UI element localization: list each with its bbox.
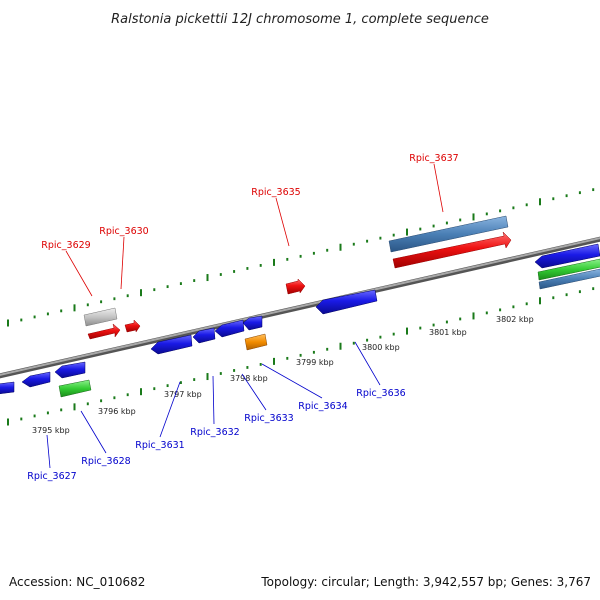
gene-rpic-3627[interactable] <box>21 371 51 388</box>
gene-rpic-3636[interactable] <box>315 289 378 315</box>
gene-green[interactable] <box>537 258 600 281</box>
tick-label: 3799 kbp <box>296 358 334 367</box>
gene-blue[interactable] <box>0 381 15 395</box>
leader-lines <box>46 163 444 469</box>
leader-line <box>46 434 51 469</box>
leader-line <box>275 197 290 247</box>
map-title: Ralstonia pickettii 12J chromosome 1, co… <box>111 12 489 27</box>
gene-rpic-3629[interactable] <box>87 323 121 340</box>
leader-line <box>433 163 444 213</box>
gene-rpic-3637[interactable] <box>392 231 512 269</box>
forward-genes <box>83 215 512 340</box>
reverse-genes <box>0 243 600 398</box>
gene-label-rpic-3632[interactable]: Rpic_3632 <box>190 427 239 438</box>
gene-label-rpic-3628[interactable]: Rpic_3628 <box>81 456 130 467</box>
gene-rpic-3631[interactable] <box>150 334 193 355</box>
tick-labels: 3795 kbp 3796 kbp 3797 kbp 3798 kbp 3799… <box>32 315 534 435</box>
gene-label-rpic-3637[interactable]: Rpic_3637 <box>409 153 458 164</box>
gene-steel[interactable] <box>538 268 600 290</box>
leader-line <box>159 381 181 438</box>
tick-label: 3795 kbp <box>32 426 70 435</box>
gene-rpic-3628[interactable] <box>58 379 92 398</box>
leader-line <box>120 236 125 290</box>
gene-rpic-3633[interactable] <box>214 319 245 338</box>
gene-label-rpic-3633[interactable]: Rpic_3633 <box>244 413 293 424</box>
leader-line <box>261 363 323 399</box>
chromosome-backbone-highlight <box>0 237 600 376</box>
tick-label: 3800 kbp <box>362 343 400 352</box>
gene-rpic-3635[interactable] <box>285 278 306 295</box>
gene-label-rpic-3635[interactable]: Rpic_3635 <box>251 187 300 198</box>
gene-label-rpic-3631[interactable]: Rpic_3631 <box>135 440 184 451</box>
gene-rpic-3637-steel[interactable] <box>388 215 509 253</box>
gene-blue[interactable] <box>54 361 86 379</box>
gene-grey[interactable] <box>83 307 118 327</box>
tick-label: 3798 kbp <box>230 374 268 383</box>
gene-rpic-3634[interactable] <box>244 333 268 351</box>
leader-line <box>241 373 267 411</box>
gene-label-rpic-3636[interactable]: Rpic_3636 <box>356 388 405 399</box>
gene-label-rpic-3629[interactable]: Rpic_3629 <box>41 240 90 251</box>
tick-label: 3801 kbp <box>429 328 467 337</box>
gene-blue[interactable] <box>242 315 263 331</box>
leader-line <box>354 341 381 386</box>
leader-line <box>65 250 93 297</box>
gene-label-rpic-3630[interactable]: Rpic_3630 <box>99 226 148 237</box>
gene-rpic-3630[interactable] <box>124 319 141 333</box>
summary-label: Topology: circular; Length: 3,942,557 bp… <box>260 575 591 589</box>
tick-label: 3797 kbp <box>164 390 202 399</box>
forward-tick-row <box>7 188 595 327</box>
accession-label: Accession: NC_010682 <box>9 575 145 589</box>
gene-blue[interactable] <box>534 243 600 269</box>
leader-line <box>212 375 215 425</box>
tick-label: 3796 kbp <box>98 407 136 416</box>
gene-label-rpic-3627[interactable]: Rpic_3627 <box>27 471 76 482</box>
reverse-tick-row <box>7 287 595 426</box>
tick-label: 3802 kbp <box>496 315 534 324</box>
gene-labels: Rpic_3629 Rpic_3630 Rpic_3635 Rpic_3637 … <box>27 153 458 482</box>
gene-rpic-3632[interactable] <box>192 327 216 344</box>
gene-label-rpic-3634[interactable]: Rpic_3634 <box>298 401 347 412</box>
leader-line <box>80 410 107 454</box>
